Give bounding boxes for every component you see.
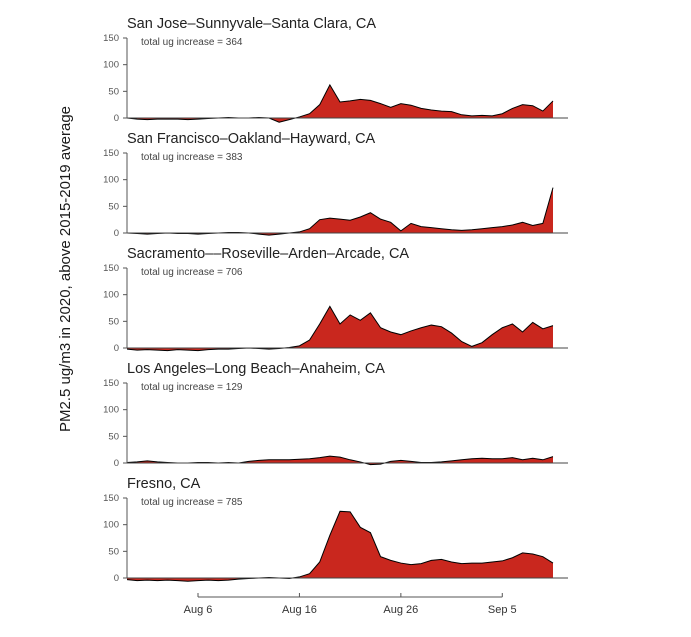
panel-plot: 0 50 100 150 [103, 148, 568, 239]
chart-panel: 0 50 100 150 Fresno, CA total ug increase = 7… [0, 475, 691, 590]
x-tick-label: Aug 16 [282, 604, 317, 616]
y-tick-label: 0 [114, 458, 119, 469]
panel-subtitle: total ug increase = 364 [141, 37, 243, 48]
area-fill [127, 84, 553, 123]
panel-subtitle: total ug increase = 129 [141, 382, 243, 393]
y-tick-label: 100 [103, 405, 119, 416]
y-tick-label: 50 [108, 431, 119, 442]
y-tick-label: 100 [103, 175, 119, 186]
data-line [126, 510, 554, 582]
panel-title: Fresno, CA [127, 476, 201, 492]
chart-panel: 0 50 100 150 Sacramento––Roseville–Arden–Arc… [0, 245, 691, 360]
panel-subtitle: total ug increase = 706 [141, 267, 243, 278]
data-line [126, 455, 554, 466]
chart-panel: 0 50 100 150 San Jose–Sunnyvale–Santa Clara,… [0, 15, 691, 130]
y-tick-label: 50 [108, 546, 119, 557]
panel-plot: 0 50 100 150 [103, 33, 568, 124]
data-line [126, 187, 554, 236]
y-tick-label: 50 [108, 201, 119, 212]
y-tick-label: 50 [108, 316, 119, 327]
y-tick-label: 0 [114, 573, 119, 584]
y-tick-label: 0 [114, 228, 119, 239]
panel-subtitle: total ug increase = 383 [141, 152, 243, 163]
x-axis-plot: Aug 6 Aug 16 Aug 26 Sep 5 [184, 593, 517, 616]
x-tick-label: Sep 5 [488, 604, 517, 616]
panel-subtitle: total ug increase = 785 [141, 497, 243, 508]
x-tick-label: Aug 26 [383, 604, 418, 616]
y-tick-label: 150 [103, 493, 119, 504]
data-line [126, 305, 554, 352]
panel-title: Sacramento––Roseville–Arden–Arcade, CA [127, 246, 410, 262]
y-tick-label: 0 [114, 343, 119, 354]
data-line [126, 83, 554, 123]
panel-plot: 0 50 100 150 [103, 263, 568, 354]
y-tick-label: 150 [103, 148, 119, 159]
panel-plot: 0 50 100 150 [103, 493, 568, 584]
x-tick-label: Aug 6 [184, 604, 213, 616]
area-fill [127, 511, 553, 582]
y-tick-label: 50 [108, 86, 119, 97]
y-tick-label: 100 [103, 290, 119, 301]
panel-title: San Jose–Sunnyvale–Santa Clara, CA [127, 16, 377, 32]
y-tick-label: 100 [103, 520, 119, 531]
area-fill [127, 456, 553, 465]
y-tick-label: 0 [114, 113, 119, 124]
area-fill [127, 306, 553, 351]
chart-panel: 0 50 100 150 Los Angeles–Long Beach–Anaheim,… [0, 360, 691, 475]
panel-title: San Francisco–Oakland–Hayward, CA [127, 131, 376, 147]
y-tick-label: 150 [103, 263, 119, 274]
chart-panel: 0 50 100 150 San Francisco–Oakland–Hayward, … [0, 130, 691, 245]
area-fill [127, 187, 553, 236]
y-tick-label: 100 [103, 60, 119, 71]
panel-plot: 0 50 100 150 [103, 378, 568, 469]
y-tick-label: 150 [103, 378, 119, 389]
panel-title: Los Angeles–Long Beach–Anaheim, CA [127, 361, 385, 377]
y-tick-label: 150 [103, 33, 119, 44]
panels-container: 0 50 100 150 San Jose–Sunnyvale–Santa Clara,… [0, 15, 691, 590]
x-axis: Aug 6 Aug 16 Aug 26 Sep 5 [0, 590, 691, 635]
